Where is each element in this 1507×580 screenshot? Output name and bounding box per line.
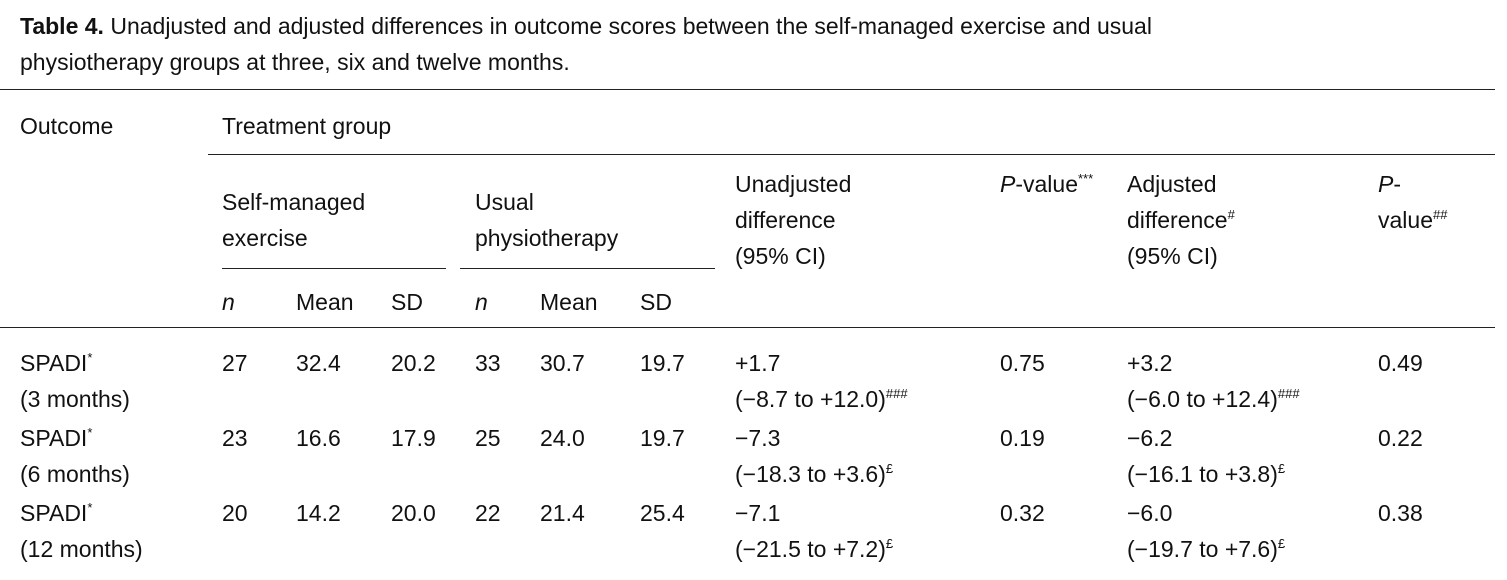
header-sm-mean: Mean bbox=[296, 289, 354, 315]
header-sm-sd: SD bbox=[391, 289, 423, 315]
header-up-sd: SD bbox=[640, 289, 672, 315]
top-rule bbox=[0, 89, 1495, 90]
cell-p1: 0.19 bbox=[1000, 425, 1045, 451]
cell-up-sd: 19.7 bbox=[640, 350, 685, 376]
cell-up-n: 33 bbox=[475, 350, 501, 376]
cell-adj: −6.2 (−16.1 to +3.8)£ bbox=[1127, 425, 1286, 487]
cell-sm-sd: 17.9 bbox=[391, 425, 436, 451]
treatment-group-rule bbox=[208, 154, 1495, 155]
header-bottom-rule bbox=[0, 327, 1495, 328]
usual-physio-rule bbox=[460, 268, 715, 269]
cell-up-mean: 24.0 bbox=[540, 425, 585, 451]
cell-unadj: −7.1 (−21.5 to +7.2)£ bbox=[735, 500, 894, 562]
header-unadjusted-difference: Unadjusted difference (95% CI) bbox=[735, 171, 852, 269]
header-up-n: n bbox=[475, 289, 488, 315]
caption-text: Unadjusted and adjusted differences in o… bbox=[110, 13, 1152, 39]
cell-p1: 0.75 bbox=[1000, 350, 1045, 376]
cell-up-mean: 21.4 bbox=[540, 500, 585, 526]
cell-up-mean: 30.7 bbox=[540, 350, 585, 376]
cell-sm-mean: 32.4 bbox=[296, 350, 341, 376]
cell-sm-n: 27 bbox=[222, 350, 248, 376]
cell-p2: 0.22 bbox=[1378, 425, 1423, 451]
header-adjusted-difference: Adjusted difference# (95% CI) bbox=[1127, 171, 1235, 269]
cell-outcome: SPADI* (6 months) bbox=[20, 425, 130, 487]
cell-sm-mean: 16.6 bbox=[296, 425, 341, 451]
cell-sm-n: 23 bbox=[222, 425, 248, 451]
cell-outcome: SPADI* (12 months) bbox=[20, 500, 143, 562]
header-self-managed: Self-managed exercise bbox=[222, 189, 366, 251]
cell-up-sd: 25.4 bbox=[640, 500, 685, 526]
cell-up-sd: 19.7 bbox=[640, 425, 685, 451]
cell-p2: 0.38 bbox=[1378, 500, 1423, 526]
header-p-value-unadjusted: P-value*** bbox=[1000, 171, 1094, 197]
header-outcome: Outcome bbox=[20, 113, 114, 139]
cell-sm-sd: 20.0 bbox=[391, 500, 436, 526]
header-p-value-adjusted: P-value## bbox=[1378, 171, 1448, 233]
cell-p2: 0.49 bbox=[1378, 350, 1423, 376]
header-sm-n: n bbox=[222, 289, 235, 315]
self-managed-rule bbox=[222, 268, 446, 269]
cell-sm-sd: 20.2 bbox=[391, 350, 436, 376]
header-treatment-group: Treatment group bbox=[222, 113, 392, 139]
cell-up-n: 25 bbox=[475, 425, 501, 451]
cell-sm-mean: 14.2 bbox=[296, 500, 341, 526]
cell-up-n: 22 bbox=[475, 500, 501, 526]
cell-sm-n: 20 bbox=[222, 500, 248, 526]
cell-unadj: +1.7 (−8.7 to +12.0)### bbox=[735, 350, 908, 412]
header-up-mean: Mean bbox=[540, 289, 598, 315]
header-usual-physiotherapy: Usual physiotherapy bbox=[475, 189, 619, 251]
cell-adj: +3.2 (−6.0 to +12.4)### bbox=[1127, 350, 1300, 412]
cell-adj: −6.0 (−19.7 to +7.6)£ bbox=[1127, 500, 1286, 562]
cell-p1: 0.32 bbox=[1000, 500, 1045, 526]
caption-label: Table 4. bbox=[20, 13, 104, 39]
cell-unadj: −7.3 (−18.3 to +3.6)£ bbox=[735, 425, 894, 487]
cell-outcome: SPADI* (3 months) bbox=[20, 350, 130, 412]
caption-text-line2: physiotherapy groups at three, six and t… bbox=[20, 49, 570, 75]
